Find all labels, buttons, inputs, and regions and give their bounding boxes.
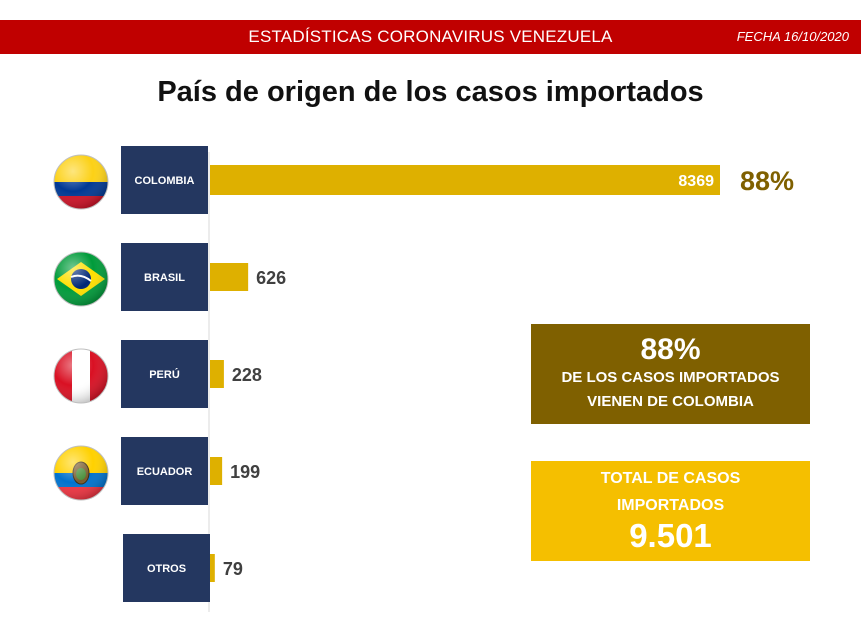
peru-flag-icon (53, 348, 109, 404)
bar (210, 263, 249, 291)
header-date: FECHA 16/10/2020 (736, 29, 849, 44)
summary-line-1: DE LOS CASOS IMPORTADOS (561, 369, 780, 386)
value-label: 199 (230, 462, 260, 482)
value-label: 626 (256, 268, 286, 288)
category-box (123, 534, 210, 602)
bar (210, 360, 224, 388)
total-label-1: TOTAL DE CASOS (600, 470, 741, 487)
category-label: COLOMBIA (135, 175, 195, 187)
total-label-2: IMPORTADOS (616, 497, 725, 514)
bar (210, 457, 223, 485)
category-label: OTROS (147, 563, 186, 575)
bar (210, 554, 215, 582)
category-box (121, 437, 208, 505)
category-box (121, 340, 208, 408)
chart-title: País de origen de los casos importados (157, 76, 704, 108)
bar (210, 165, 720, 195)
summary-box: 88% DE LOS CASOS IMPORTADOS VIENEN DE CO… (531, 324, 810, 424)
header-title: ESTADÍSTICAS CORONAVIRUS VENEZUELA (248, 27, 613, 46)
header-bar: ESTADÍSTICAS CORONAVIRUS VENEZUELA FECHA… (0, 20, 861, 54)
value-label: 8369 (678, 173, 714, 190)
colombia-flag-icon (53, 154, 109, 210)
brazil-flag-icon (53, 251, 109, 307)
summary-percent: 88% (640, 333, 701, 366)
value-label: 228 (232, 365, 262, 385)
category-box (121, 146, 208, 214)
category-label: BRASIL (144, 272, 185, 284)
category-label: ECUADOR (137, 466, 193, 478)
total-value: 9.501 (629, 517, 712, 554)
category-label: PERÚ (149, 368, 180, 381)
value-label: 79 (223, 559, 243, 579)
total-box: TOTAL DE CASOS IMPORTADOS 9.501 (531, 461, 810, 561)
percent-annotation: 88% (740, 166, 794, 196)
ecuador-flag-icon (53, 445, 109, 501)
summary-line-2: VIENEN DE COLOMBIA (587, 393, 754, 410)
category-box (121, 243, 208, 311)
